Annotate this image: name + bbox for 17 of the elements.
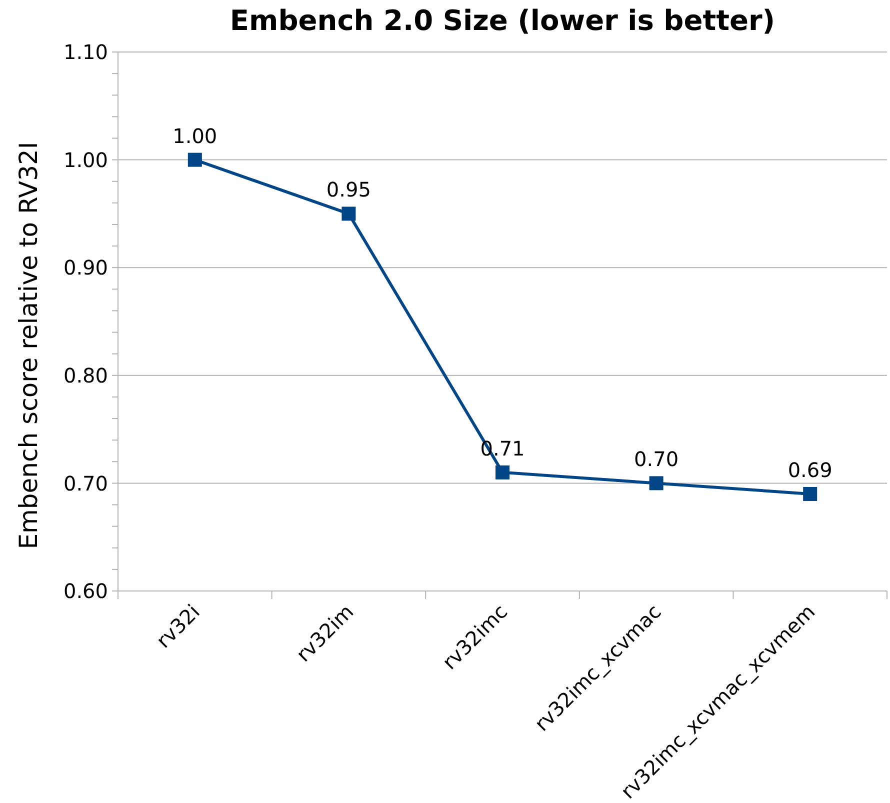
data-label: 0.70 [634,447,679,472]
point [803,486,818,501]
y-tick-label: 1.10 [63,40,108,64]
point [188,152,202,167]
point [342,206,356,221]
point [649,476,664,490]
data-label: 1.00 [172,124,218,148]
y-tick-label: 0.70 [63,471,108,496]
chart-title: Embench 2.0 Size (lower is better) [228,4,776,38]
point [496,465,510,480]
y-axis-title: Embench score relative to RV32I [14,142,43,550]
data-label: 0.69 [788,458,832,482]
y-tick-label: 0.60 [63,579,108,604]
y-tick-label: 0.80 [63,364,108,388]
data-label: 0.95 [326,178,371,202]
y-tick-label: 1.00 [63,148,108,172]
y-tick-label: 0.90 [63,256,108,280]
